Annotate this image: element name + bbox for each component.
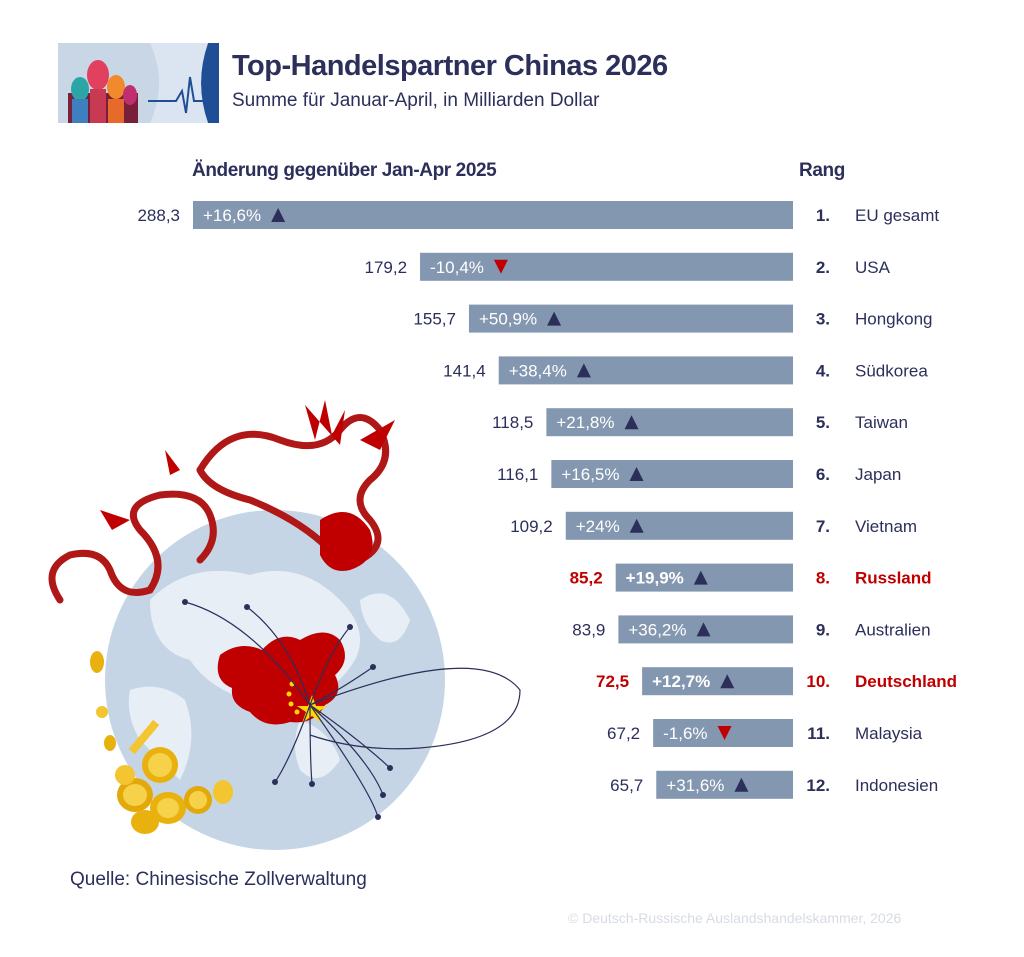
change-label: -1,6% bbox=[663, 724, 707, 743]
bar bbox=[546, 408, 793, 437]
bar bbox=[615, 563, 793, 592]
rank-label: 6. bbox=[816, 465, 830, 484]
arrow-up-icon bbox=[271, 208, 286, 222]
country-label: USA bbox=[855, 258, 891, 277]
value-label: 72,5 bbox=[596, 672, 629, 691]
value-label: 83,9 bbox=[572, 620, 605, 639]
country-label: Indonesien bbox=[855, 776, 938, 795]
bar bbox=[420, 252, 793, 281]
rank-label: 12. bbox=[806, 776, 830, 795]
country-label: Russland bbox=[855, 569, 932, 588]
arrow-up-icon bbox=[696, 622, 711, 637]
arrow-up-icon bbox=[629, 467, 644, 481]
rank-label: 11. bbox=[807, 724, 830, 743]
value-label: 118,5 bbox=[492, 413, 533, 432]
rank-label: 4. bbox=[816, 361, 830, 380]
bar bbox=[498, 356, 793, 385]
copyright-note: © Deutsch-Russische Auslandshandelskamme… bbox=[568, 910, 902, 926]
rank-label: 10. bbox=[806, 672, 830, 691]
rank-label: 7. bbox=[816, 517, 830, 536]
country-label: Deutschland bbox=[855, 672, 957, 691]
arrow-up-icon bbox=[693, 570, 708, 585]
value-label: 288,3 bbox=[137, 206, 180, 225]
change-label: +36,2% bbox=[628, 620, 686, 639]
globe-dragon-illustration bbox=[48, 400, 521, 850]
chart-subtitle: Summe für Januar-April, in Milliarden Do… bbox=[232, 90, 600, 111]
arrow-up-icon bbox=[720, 674, 735, 689]
change-label: -10,4% bbox=[430, 258, 484, 277]
arrow-up-icon bbox=[576, 363, 591, 378]
change-label: +21,8% bbox=[556, 413, 614, 432]
brand-logo bbox=[58, 43, 219, 123]
rank-label: 8. bbox=[816, 569, 830, 588]
country-label: Hongkong bbox=[855, 310, 933, 329]
country-label: Südkorea bbox=[855, 361, 928, 380]
country-label: Vietnam bbox=[855, 517, 917, 536]
rank-label: 2. bbox=[816, 258, 830, 277]
gold-coins-icon bbox=[90, 651, 233, 834]
bar bbox=[193, 201, 793, 229]
rank-label: 1. bbox=[816, 206, 830, 225]
bar bbox=[468, 304, 793, 333]
bar bbox=[565, 511, 793, 540]
country-label: Taiwan bbox=[855, 413, 908, 432]
change-label: +12,7% bbox=[652, 672, 710, 691]
rank-label: 5. bbox=[816, 413, 830, 432]
country-label: Australien bbox=[855, 620, 931, 639]
value-label: 67,2 bbox=[607, 724, 640, 743]
value-label: 65,7 bbox=[610, 776, 643, 795]
value-label: 116,1 bbox=[497, 465, 538, 484]
change-label: +24% bbox=[576, 517, 620, 536]
change-label: +16,5% bbox=[561, 465, 619, 484]
change-label: +31,6% bbox=[666, 776, 724, 795]
arrow-down-icon bbox=[493, 259, 508, 274]
country-label: Japan bbox=[855, 465, 901, 484]
rank-label: 9. bbox=[816, 620, 830, 639]
arrow-down-icon bbox=[717, 726, 732, 740]
change-label: +19,9% bbox=[626, 569, 684, 588]
bar bbox=[656, 770, 793, 799]
chart-title: Top-Handelspartner Chinas 2026 bbox=[232, 50, 668, 82]
value-label: 85,2 bbox=[570, 569, 603, 588]
country-label: Malaysia bbox=[855, 724, 923, 743]
change-label: +38,4% bbox=[509, 361, 567, 380]
value-label: 141,4 bbox=[443, 361, 486, 380]
rank-column-header: Rang bbox=[799, 160, 845, 181]
arrow-up-icon bbox=[629, 518, 644, 533]
country-label: EU gesamt bbox=[855, 206, 939, 225]
value-label: 109,2 bbox=[510, 517, 553, 536]
bar bbox=[642, 667, 793, 696]
value-label: 155,7 bbox=[413, 310, 456, 329]
value-label: 179,2 bbox=[365, 258, 408, 277]
rank-label: 3. bbox=[816, 310, 830, 329]
bar bbox=[551, 460, 793, 488]
source-note: Quelle: Chinesische Zollverwaltung bbox=[70, 869, 367, 890]
change-label: +50,9% bbox=[479, 310, 537, 329]
change-label: +16,6% bbox=[203, 206, 261, 225]
change-column-header: Änderung gegenüber Jan-Apr 2025 bbox=[192, 160, 497, 181]
arrow-up-icon bbox=[547, 311, 562, 326]
arrow-up-icon bbox=[734, 777, 749, 792]
arrow-up-icon bbox=[624, 415, 639, 430]
